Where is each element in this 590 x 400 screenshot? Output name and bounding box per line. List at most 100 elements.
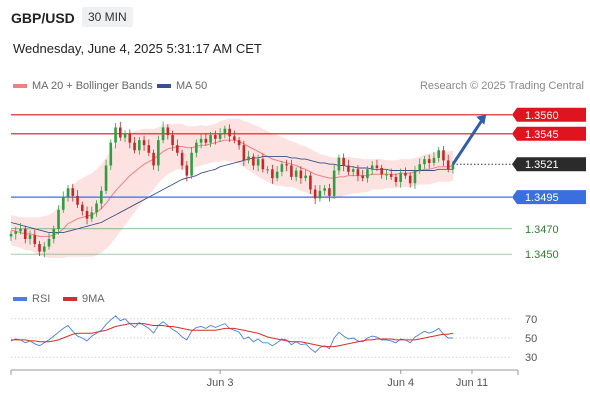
- candle: [432, 157, 436, 163]
- ma50-legend-label: MA 50: [176, 80, 208, 92]
- candle: [190, 152, 193, 176]
- candle: [361, 175, 364, 179]
- candle: [290, 165, 293, 177]
- price-label-1.3495: 1.3495: [525, 192, 559, 204]
- candle: [427, 159, 431, 163]
- candle: [166, 127, 170, 136]
- candle: [214, 135, 217, 139]
- candle: [233, 136, 236, 141]
- rsi-ma-legend-label: 9MA: [82, 293, 105, 305]
- candle: [161, 127, 165, 141]
- candle: [337, 157, 341, 171]
- candle: [418, 164, 422, 171]
- candle: [176, 145, 179, 153]
- candle: [85, 211, 89, 219]
- candle: [199, 138, 203, 143]
- rsi-tick-50: 50: [525, 333, 537, 345]
- candle: [33, 235, 37, 244]
- chart-header: GBP/USD 30 MIN: [0, 0, 590, 36]
- candle: [185, 165, 189, 176]
- candle: [242, 145, 246, 161]
- candle: [252, 156, 255, 166]
- candle: [171, 135, 174, 146]
- bollinger-band: [11, 118, 453, 258]
- credit-label: Research © 2025 Trading Central: [419, 80, 584, 92]
- candle: [275, 171, 279, 179]
- candle: [123, 133, 127, 138]
- candle: [95, 203, 98, 213]
- candle: [366, 169, 369, 179]
- candle: [157, 140, 160, 166]
- candle: [42, 246, 46, 252]
- price-label-1.3545: 1.3545: [525, 129, 559, 141]
- candle: [304, 175, 307, 179]
- candle: [80, 204, 84, 212]
- candle: [332, 170, 336, 196]
- candle: [109, 142, 113, 166]
- price-tag-1.3560: [512, 107, 586, 122]
- price-tag-1.3521: [512, 157, 586, 172]
- ma50-swatch: [157, 84, 171, 89]
- rsi-line: [10, 315, 453, 354]
- candle: [99, 190, 103, 204]
- rsi-tick-70: 70: [525, 314, 537, 326]
- candle: [14, 231, 18, 234]
- rsi-swatch: [13, 297, 27, 302]
- price-label-1.3560: 1.3560: [525, 110, 559, 122]
- candle: [375, 165, 379, 168]
- price-label-1.3521: 1.3521: [525, 159, 559, 171]
- timeframe-button[interactable]: 30 MIN: [82, 7, 133, 27]
- x-tick-label: Jun 11: [456, 377, 488, 389]
- candle: [271, 169, 274, 179]
- candle: [351, 169, 355, 172]
- candle: [223, 128, 227, 134]
- candle: [451, 164, 455, 170]
- candle: [195, 142, 198, 153]
- rsi-legend: RSI: [13, 293, 50, 305]
- candle: [228, 128, 231, 137]
- candle: [404, 173, 407, 176]
- candle: [389, 174, 393, 177]
- candle: [380, 168, 383, 175]
- ma20-swatch: [13, 84, 27, 89]
- candle: [147, 145, 151, 153]
- candle: [104, 165, 108, 191]
- ma50-legend: MA 50: [157, 80, 207, 92]
- projection-arrowhead: [476, 114, 487, 125]
- candle: [446, 160, 450, 170]
- candle: [413, 170, 417, 184]
- rsi-tick-30: 30: [525, 352, 537, 364]
- price-tag-1.3495: [512, 190, 586, 205]
- candle: [247, 156, 250, 161]
- candle: [294, 170, 298, 177]
- candle: [328, 188, 331, 196]
- candle: [52, 228, 56, 239]
- ma50-line: [10, 156, 453, 234]
- candle: [318, 190, 322, 199]
- candle: [309, 175, 312, 190]
- price-label-1.3470: 1.3470: [525, 224, 559, 236]
- rsi-ma-line: [11, 323, 454, 348]
- candle: [399, 173, 402, 182]
- candle: [218, 133, 222, 139]
- ma20-line: [10, 139, 454, 237]
- candle: [442, 150, 445, 161]
- candle: [71, 188, 75, 196]
- rsi-ma-swatch: [63, 297, 77, 302]
- symbol-label: GBP/USD: [11, 10, 75, 26]
- candle: [356, 169, 360, 176]
- candle: [204, 138, 208, 143]
- candle: [280, 164, 284, 172]
- candle: [370, 165, 374, 170]
- candle: [28, 235, 32, 239]
- candle: [261, 159, 265, 170]
- ma20-legend: MA 20 + Bollinger Bands: [13, 80, 153, 92]
- candle: [385, 174, 388, 176]
- candle: [323, 188, 326, 191]
- candle: [209, 135, 212, 143]
- projection-arrow: [451, 118, 484, 166]
- rsi-ma-legend: 9MA: [63, 293, 105, 305]
- candle: [423, 159, 426, 165]
- candle: [347, 165, 350, 172]
